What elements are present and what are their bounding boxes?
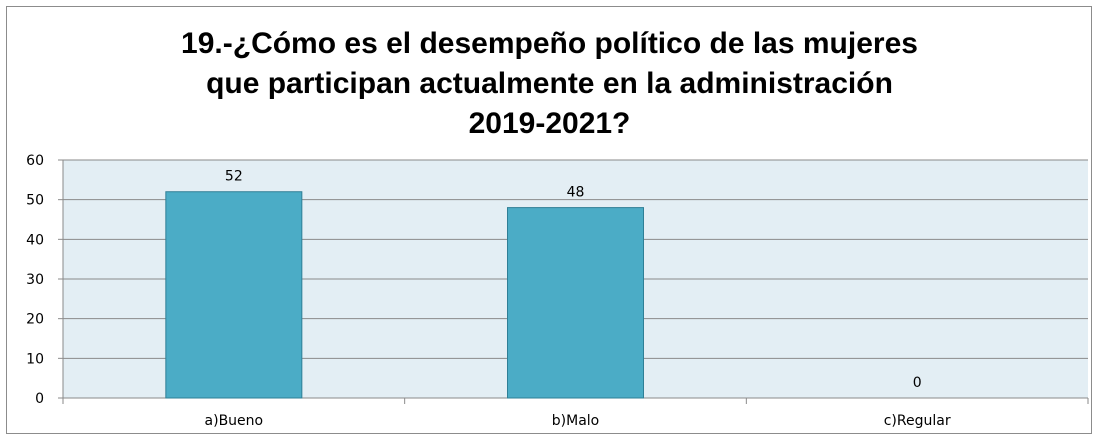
y-tick-label-30: 30 (26, 272, 44, 288)
y-tick-label-10: 10 (26, 351, 44, 367)
data-label-1: 52 (225, 169, 243, 185)
bar-2 (507, 207, 644, 399)
category-label-3: c)Regular (884, 413, 951, 429)
chart-title: 19.-¿Cómo es el desempeño político de la… (0, 24, 1099, 144)
chart-title-line-1: 19.-¿Cómo es el desempeño político de la… (181, 27, 918, 60)
y-tick-label-40: 40 (26, 232, 44, 248)
chart-title-line-2: que participan actualmente en la adminis… (206, 67, 893, 100)
y-tick-label-0: 0 (35, 391, 44, 407)
y-tick-label-60: 60 (26, 153, 44, 169)
y-tick-label-20: 20 (26, 312, 44, 328)
chart-title-line-3: 2019-2021? (468, 107, 631, 140)
data-label-2: 48 (567, 185, 585, 201)
bar-1 (165, 191, 303, 399)
y-tick-label-50: 50 (26, 193, 44, 209)
category-label-1: a)Bueno (205, 413, 264, 429)
data-label-3: 0 (913, 375, 922, 391)
category-label-2: b)Malo (552, 413, 599, 429)
